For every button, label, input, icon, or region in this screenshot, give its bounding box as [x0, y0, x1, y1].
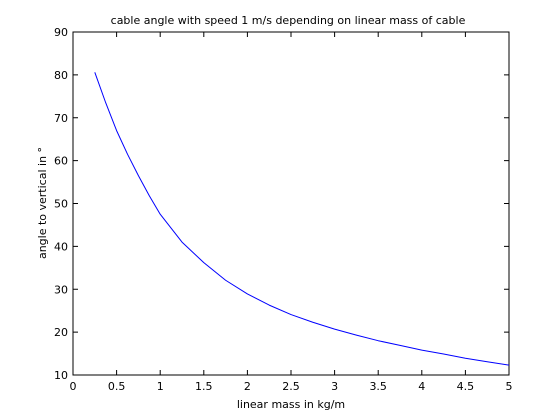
y-tick-label: 30 [54, 283, 68, 296]
y-tick-label: 20 [54, 326, 68, 339]
y-tick-label: 80 [54, 69, 68, 82]
x-axis-label: linear mass in kg/m [237, 398, 345, 411]
plot-area [72, 31, 510, 376]
x-axis-ticks: 0 0.5 1 1.5 2 2.5 3 3.5 4 4.5 5 [70, 32, 513, 393]
x-tick-label: 3.5 [369, 380, 387, 393]
x-tick-label: 1 [157, 380, 164, 393]
y-tick-label: 90 [54, 26, 68, 39]
x-tick-label: 5 [506, 380, 513, 393]
x-tick-label: 3 [331, 380, 338, 393]
y-tick-label: 40 [54, 240, 68, 253]
x-tick-label: 2.5 [282, 380, 300, 393]
y-tick-label: 70 [54, 112, 68, 125]
y-tick-label: 60 [54, 155, 68, 168]
chart-title: cable angle with speed 1 m/s depending o… [111, 14, 466, 27]
y-tick-label: 10 [54, 369, 68, 382]
x-tick-label: 1.5 [195, 380, 213, 393]
x-tick-label: 4 [418, 380, 425, 393]
y-axis-label: angle to vertical in ° [36, 147, 49, 259]
x-tick-label: 2 [244, 380, 251, 393]
series-line [94, 72, 510, 366]
x-tick-label: 4.5 [457, 380, 475, 393]
series-layer [94, 72, 510, 366]
x-tick-label: 0.5 [108, 380, 126, 393]
x-tick-label: 0 [70, 380, 77, 393]
y-tick-label: 50 [54, 198, 68, 211]
y-axis-ticks: 10 20 30 40 50 60 70 80 90 [54, 26, 509, 382]
